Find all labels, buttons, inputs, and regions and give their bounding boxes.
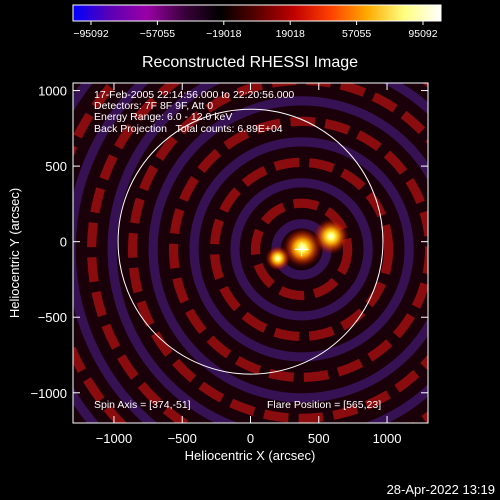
- colorbar-tick-label: −19018: [206, 28, 241, 40]
- colorbar-tick-label: −57055: [140, 28, 175, 40]
- annotation-flare-position: Flare Position = [565,23]: [267, 399, 381, 411]
- y-tick-label: 500: [45, 159, 67, 174]
- fringe-rings: [73, 83, 428, 423]
- fringe-ring-negative: [230, 178, 373, 321]
- x-tick-label: 500: [308, 431, 330, 446]
- axis-ticks: −1000 −500 0 500 1000 1000 500 0 −500 −1000: [30, 83, 428, 446]
- annotation-energy-range: Energy Range: 6.0 - 12.0 keV: [94, 111, 232, 123]
- y-tick-label: 0: [60, 235, 67, 250]
- fringe-ring-positive: [250, 198, 353, 301]
- footer-timestamp: 28-Apr-2022 13:19: [387, 482, 495, 497]
- annotation-spin-axis: Spin Axis = [374,-51]: [94, 399, 191, 411]
- fringe-ring-negative: [189, 137, 414, 362]
- flare-source: [282, 227, 323, 268]
- colorbar: [72, 4, 442, 22]
- flare-source: [265, 245, 291, 272]
- annotation-detectors: Detectors: 7F 8F 9F, Att 0: [94, 100, 213, 112]
- x-tick-label: 1000: [373, 431, 402, 446]
- x-tick-label: −1000: [96, 431, 133, 446]
- fringe-ring-positive: [168, 116, 428, 382]
- chart-title: Reconstructed RHESSI Image: [142, 54, 358, 71]
- heatmap-image: [73, 83, 428, 423]
- x-tick-label: −500: [168, 431, 197, 446]
- y-tick-label: 1000: [38, 84, 67, 99]
- annotation-time-range: 17-Feb-2005 22:14:56.000 to 22:20:56.000: [94, 89, 294, 101]
- colorbar-tick-label: 57055: [342, 28, 371, 40]
- flare-source: [312, 217, 350, 255]
- spin-axis-marker: [294, 242, 309, 257]
- solar-limb-circle: [117, 108, 384, 375]
- colorbar-tick-label: 19018: [276, 28, 305, 40]
- fringe-ring-positive: [209, 157, 394, 342]
- x-axis-label: Heliocentric X (arcsec): [185, 448, 316, 463]
- colorbar-ticks: −95092 −57055 −19018 19018 57055 95092: [73, 21, 438, 40]
- colorbar-tick-label: 95092: [408, 28, 437, 40]
- y-axis-label: Heliocentric Y (arcsec): [7, 188, 22, 318]
- x-tick-label: 0: [247, 431, 254, 446]
- y-tick-label: −1000: [30, 386, 67, 401]
- flare-sources: [265, 217, 350, 272]
- y-tick-label: −500: [38, 310, 67, 325]
- fringe-ring-negative: [148, 96, 428, 403]
- fringe-ring-positive: [128, 83, 428, 423]
- fringe-ring-negative: [107, 83, 428, 423]
- colorbar-tick-label: −95092: [73, 28, 108, 40]
- annotation-method: Back Projection Total counts: 6.89E+04: [94, 123, 283, 135]
